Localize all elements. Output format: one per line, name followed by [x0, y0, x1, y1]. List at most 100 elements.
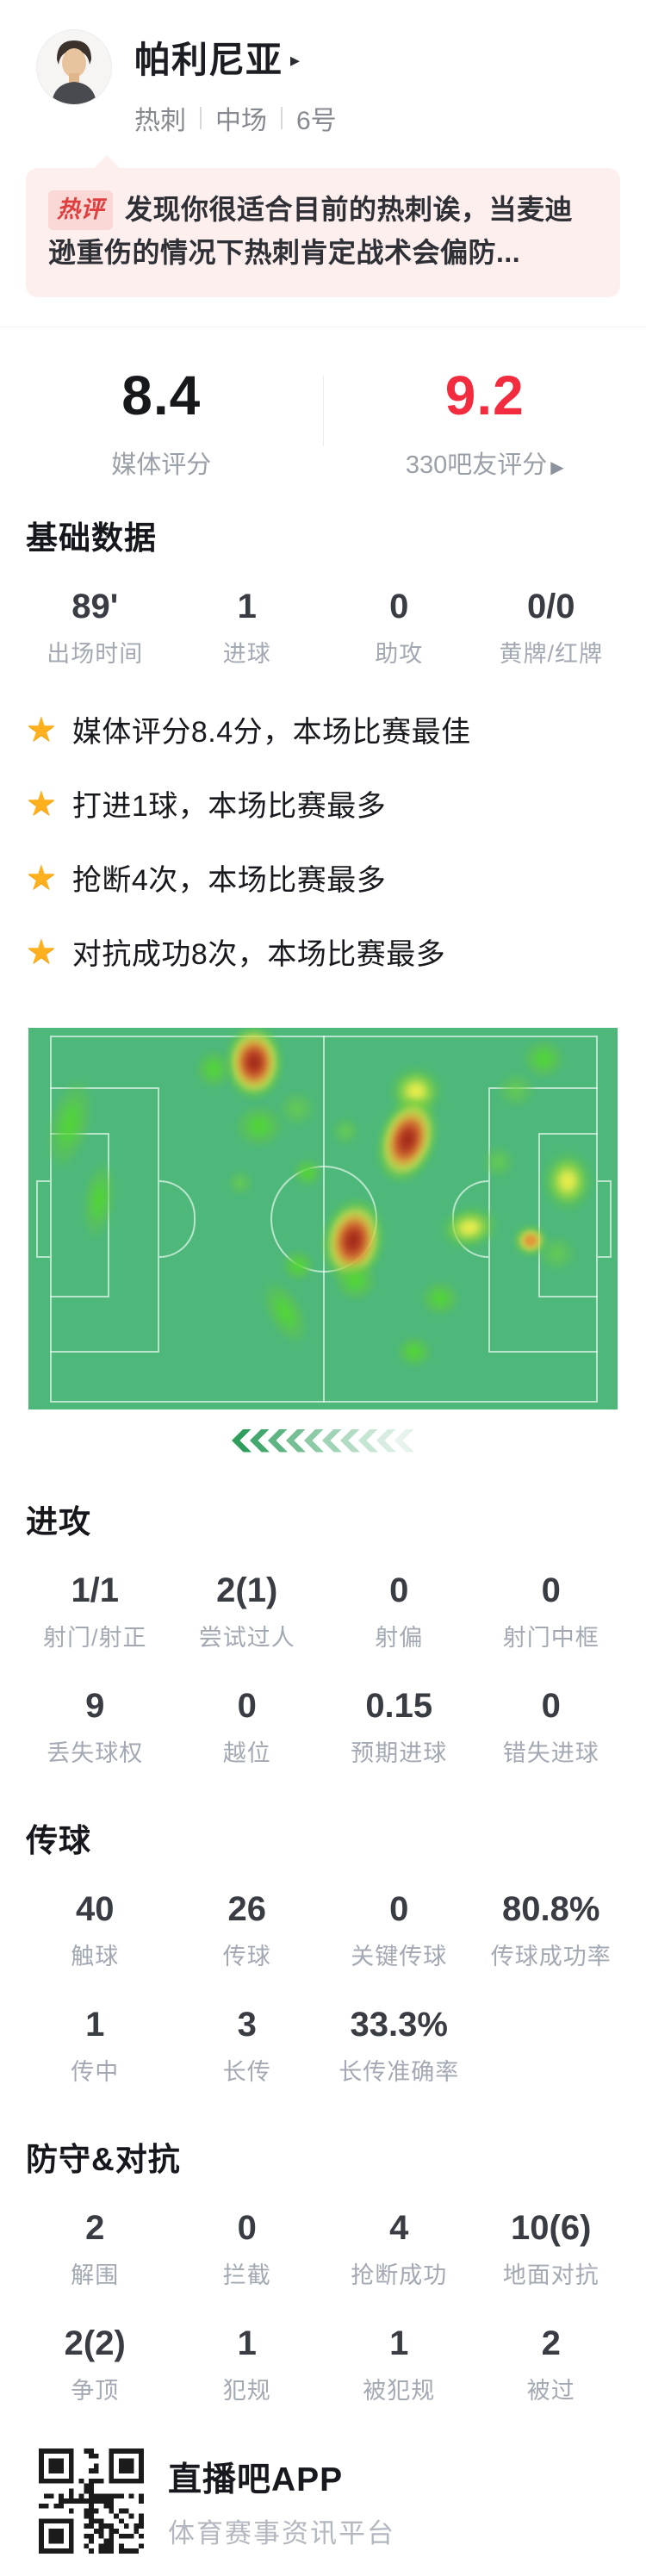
star-icon: ★	[26, 787, 57, 821]
stat-value: 9	[19, 1687, 171, 1726]
heat-spot-g1	[330, 1116, 361, 1147]
stat-label: 黄牌/红牌	[475, 635, 628, 669]
chevron-right-icon: ▶	[550, 458, 563, 477]
stat-label: 被犯规	[323, 2372, 475, 2405]
highlight-text: 媒体评分8.4分，本场比赛最佳	[72, 708, 471, 750]
player-header: 帕利尼亚 ▸ 热刺 中场 6号	[0, 0, 646, 137]
avatar[interactable]	[36, 29, 112, 105]
heat-spot-g2	[195, 1048, 233, 1090]
media-rating-value: 8.4	[0, 364, 323, 427]
stat-value: 0	[475, 1571, 628, 1610]
highlight-row: ★对抗成功8次，本场比赛最多	[26, 930, 620, 973]
fan-rating-label: 330吧友评分▶	[324, 445, 646, 481]
attack-direction-arrows	[0, 1428, 646, 1453]
stat-cell: 0 射门中框	[475, 1571, 628, 1652]
stat-label: 长传	[171, 2053, 324, 2087]
stat-cell: 2(2) 争顶	[19, 2324, 171, 2405]
stat-cell: 3 长传	[171, 2006, 324, 2087]
stat-value: 2(2)	[19, 2324, 171, 2363]
stat-label: 射偏	[323, 1619, 475, 1652]
qr-code	[39, 2448, 144, 2554]
stat-label: 被过	[475, 2372, 628, 2405]
chevron-left-icon	[340, 1429, 360, 1453]
stat-cell: 2(1)尝试过人	[171, 1571, 324, 1652]
highlight-text: 抢断4次，本场比赛最多	[72, 856, 386, 899]
stat-value: 1	[171, 2324, 324, 2363]
hot-comment-bubble[interactable]: 热评发现你很适合目前的热刺诶，当麦迪逊重伤的情况下热刺肯定战术会偏防...	[26, 168, 620, 297]
stat-value: 0/0	[475, 588, 628, 626]
stat-label: 地面对抗	[475, 2256, 628, 2290]
heat-spot-g1	[276, 1090, 318, 1128]
stat-value: 0	[171, 1687, 324, 1726]
pitch-goal-left	[36, 1180, 50, 1258]
stat-value: 10(6)	[475, 2209, 628, 2248]
stat-label: 预期进球	[323, 1734, 475, 1768]
stat-label: 关键传球	[323, 1938, 475, 1971]
stat-cell: 9 丢失球权	[19, 1687, 171, 1768]
chevron-left-icon	[268, 1429, 288, 1453]
player-meta: 热刺 中场 6号	[134, 99, 337, 137]
footer-text: 直播吧APP 体育赛事资讯平台	[168, 2453, 395, 2550]
qr-code-image	[39, 2448, 144, 2554]
player-team: 热刺	[134, 99, 186, 137]
media-rating: 8.4 媒体评分	[0, 364, 323, 481]
fan-rating-value: 9.2	[324, 364, 646, 427]
app-footer: 直播吧APP 体育赛事资讯平台	[0, 2411, 646, 2576]
stat-label: 尝试过人	[171, 1619, 324, 1652]
stat-cell: 0 助攻	[323, 588, 475, 669]
stat-label: 争顶	[19, 2372, 171, 2405]
meta-divider	[281, 107, 283, 129]
highlight-row: ★打进1球，本场比赛最多	[26, 782, 620, 824]
star-icon: ★	[26, 712, 57, 747]
chevron-left-icon	[232, 1429, 252, 1453]
stat-label: 传中	[19, 2053, 171, 2087]
stat-label: 触球	[19, 1938, 171, 1971]
heat-spot-g2	[333, 1260, 378, 1302]
stat-label: 射门中框	[475, 1619, 628, 1652]
stat-label: 射门/射正	[19, 1619, 171, 1652]
chevron-left-icon	[250, 1429, 270, 1453]
stat-label: 抢断成功	[323, 2256, 475, 2290]
stat-value: 2	[19, 2209, 171, 2248]
media-rating-label: 媒体评分	[0, 445, 323, 481]
stat-label: 错失进球	[475, 1734, 628, 1768]
stat-label: 丢失球权	[19, 1734, 171, 1768]
stat-value: 2	[475, 2324, 628, 2363]
stat-label: 助攻	[323, 635, 475, 669]
stat-value: 0	[323, 588, 475, 626]
chevron-left-icon	[394, 1429, 414, 1453]
player-position: 中场	[215, 99, 267, 137]
player-info: 帕利尼亚 ▸ 热刺 中场 6号	[134, 29, 337, 137]
section-title: 进攻	[0, 1496, 646, 1542]
ratings-panel: 8.4 媒体评分 9.2 330吧友评分▶	[0, 327, 646, 488]
player-name-row[interactable]: 帕利尼亚 ▸	[134, 31, 337, 84]
stat-label: 进球	[171, 635, 324, 669]
meta-divider	[200, 107, 202, 129]
fan-rating[interactable]: 9.2 330吧友评分▶	[324, 364, 646, 481]
stat-label: 传球	[171, 1938, 324, 1971]
stat-label: 出场时间	[19, 635, 171, 669]
stat-label: 长传准确率	[323, 2053, 475, 2087]
stat-cell: 2 被过	[475, 2324, 628, 2405]
stat-value: 0	[171, 2209, 324, 2248]
stat-value: 3	[171, 2006, 324, 2044]
stat-value: 1	[19, 2006, 171, 2044]
chevron-left-icon	[286, 1429, 306, 1453]
highlight-row: ★ 媒体评分8.4分，本场比赛最佳	[26, 708, 620, 750]
